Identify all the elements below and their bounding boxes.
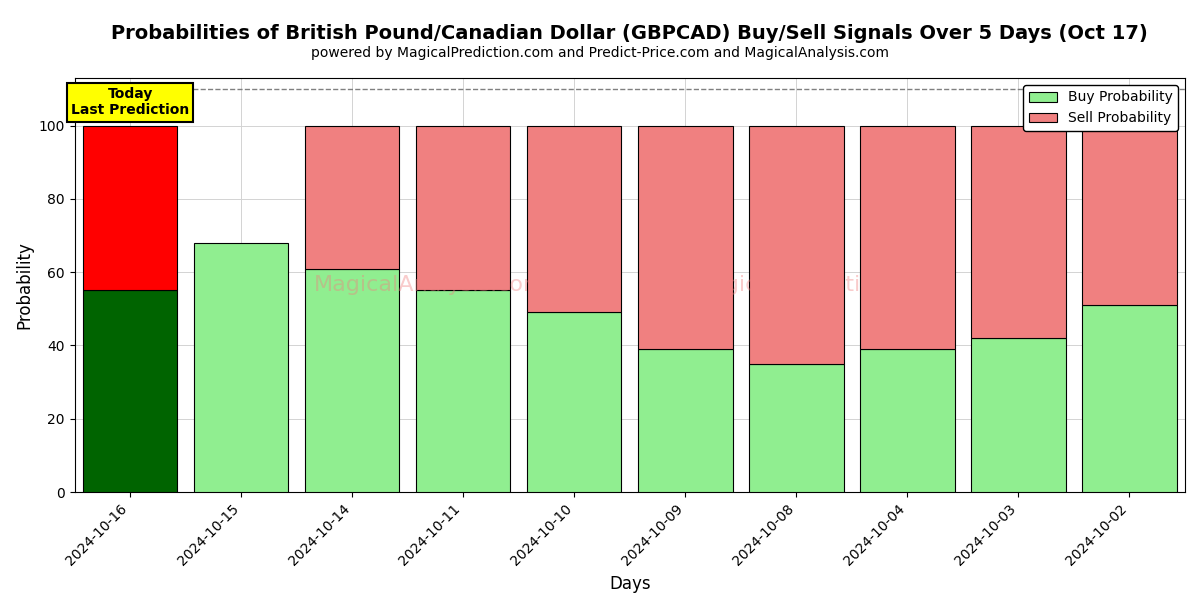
Y-axis label: Probability: Probability bbox=[16, 241, 34, 329]
Title: Probabilities of British Pound/Canadian Dollar (GBPCAD) Buy/Sell Signals Over 5 : Probabilities of British Pound/Canadian … bbox=[112, 24, 1148, 43]
Bar bbox=[83, 290, 178, 492]
Bar bbox=[1082, 305, 1177, 492]
Bar bbox=[416, 125, 510, 290]
Bar bbox=[416, 290, 510, 492]
Bar bbox=[194, 243, 288, 492]
Bar bbox=[638, 125, 732, 349]
Legend: Buy Probability, Sell Probability: Buy Probability, Sell Probability bbox=[1024, 85, 1178, 131]
Bar bbox=[83, 125, 178, 290]
Text: Today
Last Prediction: Today Last Prediction bbox=[71, 87, 190, 118]
Bar bbox=[638, 349, 732, 492]
Bar bbox=[1082, 125, 1177, 305]
Text: powered by MagicalPrediction.com and Predict-Price.com and MagicalAnalysis.com: powered by MagicalPrediction.com and Pre… bbox=[311, 46, 889, 60]
Bar bbox=[860, 125, 955, 349]
Bar bbox=[305, 125, 400, 269]
Bar bbox=[749, 125, 844, 364]
Bar bbox=[971, 338, 1066, 492]
Text: MagicalAnalysis.com: MagicalAnalysis.com bbox=[314, 275, 546, 295]
Bar bbox=[971, 125, 1066, 338]
Bar bbox=[860, 349, 955, 492]
Bar bbox=[527, 313, 622, 492]
Bar bbox=[749, 364, 844, 492]
Bar bbox=[305, 269, 400, 492]
Bar bbox=[527, 125, 622, 313]
X-axis label: Days: Days bbox=[610, 575, 650, 593]
Text: MagicalPrediction.com: MagicalPrediction.com bbox=[694, 275, 944, 295]
